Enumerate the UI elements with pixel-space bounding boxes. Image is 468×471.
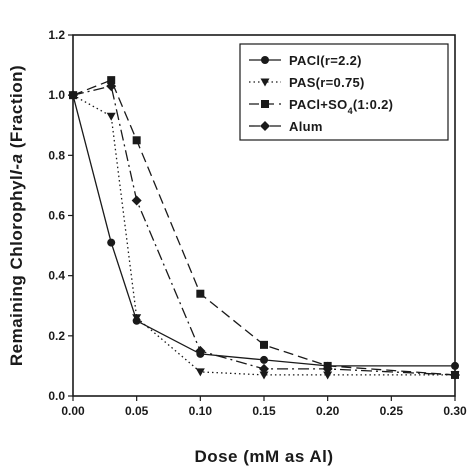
- data-point: [323, 371, 333, 380]
- legend-item: PAS(r=0.75): [249, 75, 365, 90]
- legend-label-part: Alum: [289, 119, 323, 134]
- y-axis-title-part: l-a: [7, 153, 26, 174]
- data-point: [68, 90, 78, 101]
- legend-label-part: (1:0.2): [353, 97, 393, 112]
- data-point: [132, 314, 142, 323]
- x-tick-label: 0.00: [61, 404, 85, 418]
- x-tick-label: 0.30: [443, 404, 467, 418]
- legend-item: Alum: [249, 119, 323, 134]
- x-axis: 0.00 0.05 0.10 0.15 0.20 0.25 0.30: [61, 396, 467, 418]
- legend-marker: [261, 56, 269, 64]
- legend-label-part: PACl+SO: [289, 97, 348, 112]
- data-point: [451, 361, 459, 370]
- legend-marker: [260, 121, 270, 131]
- y-axis-title-part: Remaining Chlorophyl: [7, 175, 26, 366]
- x-tick-label: 0.05: [125, 404, 149, 418]
- y-axis-title-part: (Fraction): [7, 65, 26, 154]
- legend-marker: [260, 78, 270, 87]
- x-tick-label: 0.10: [189, 404, 213, 418]
- legend-item: PACl+SO4(1:0.2): [249, 97, 393, 116]
- y-tick-label: 0.2: [48, 329, 65, 343]
- data-point: [195, 368, 205, 377]
- data-point: [107, 76, 116, 85]
- data-point: [322, 363, 333, 374]
- x-axis-title: Dose (mM as Al): [194, 447, 333, 466]
- y-tick-label: 0.4: [48, 269, 65, 283]
- x-tick-label: 0.15: [252, 404, 276, 418]
- legend-label: Alum: [289, 119, 323, 134]
- x-tick-label: 0.20: [316, 404, 340, 418]
- y-tick-label: 1.0: [48, 88, 65, 102]
- legend-label: PAS(r=0.75): [289, 75, 365, 90]
- data-point: [259, 363, 269, 374]
- data-point: [195, 345, 206, 356]
- legend-label: PACl+SO4(1:0.2): [289, 97, 393, 116]
- data-point: [106, 112, 116, 121]
- y-tick-label: 0.8: [48, 148, 65, 162]
- legend-label-part: 4: [348, 106, 353, 116]
- series-layer: [68, 76, 460, 380]
- data-point: [196, 289, 205, 298]
- legend-label-part: PAS(r=0.75): [289, 75, 365, 90]
- series-diamond: [68, 81, 460, 380]
- data-point: [260, 355, 268, 364]
- data-point: [132, 136, 141, 145]
- legend-label-part: PACl(r=2.2): [289, 53, 362, 68]
- y-tick-label: 1.2: [48, 28, 65, 42]
- legend-label: PACl(r=2.2): [289, 53, 362, 68]
- y-tick-label: 0.6: [48, 209, 65, 223]
- legend-marker: [261, 100, 269, 108]
- data-point: [450, 369, 460, 380]
- x-tick-label: 0.25: [380, 404, 404, 418]
- data-point: [131, 195, 142, 206]
- data-point: [107, 238, 116, 247]
- y-axis-title: Remaining Chlorophyll-a (Fraction): [7, 65, 26, 366]
- data-point: [260, 340, 268, 349]
- legend-item: PACl(r=2.2): [249, 53, 362, 68]
- data-point: [259, 371, 269, 380]
- legend: PACl(r=2.2) PAS(r=0.75) PACl+SO4(1:0.2) Alu…: [239, 43, 449, 141]
- y-axis: 0.0 0.2 0.4 0.6 0.8 1.0 1.2: [48, 28, 73, 403]
- y-tick-label: 0.0: [48, 389, 65, 403]
- data-point: [106, 81, 117, 92]
